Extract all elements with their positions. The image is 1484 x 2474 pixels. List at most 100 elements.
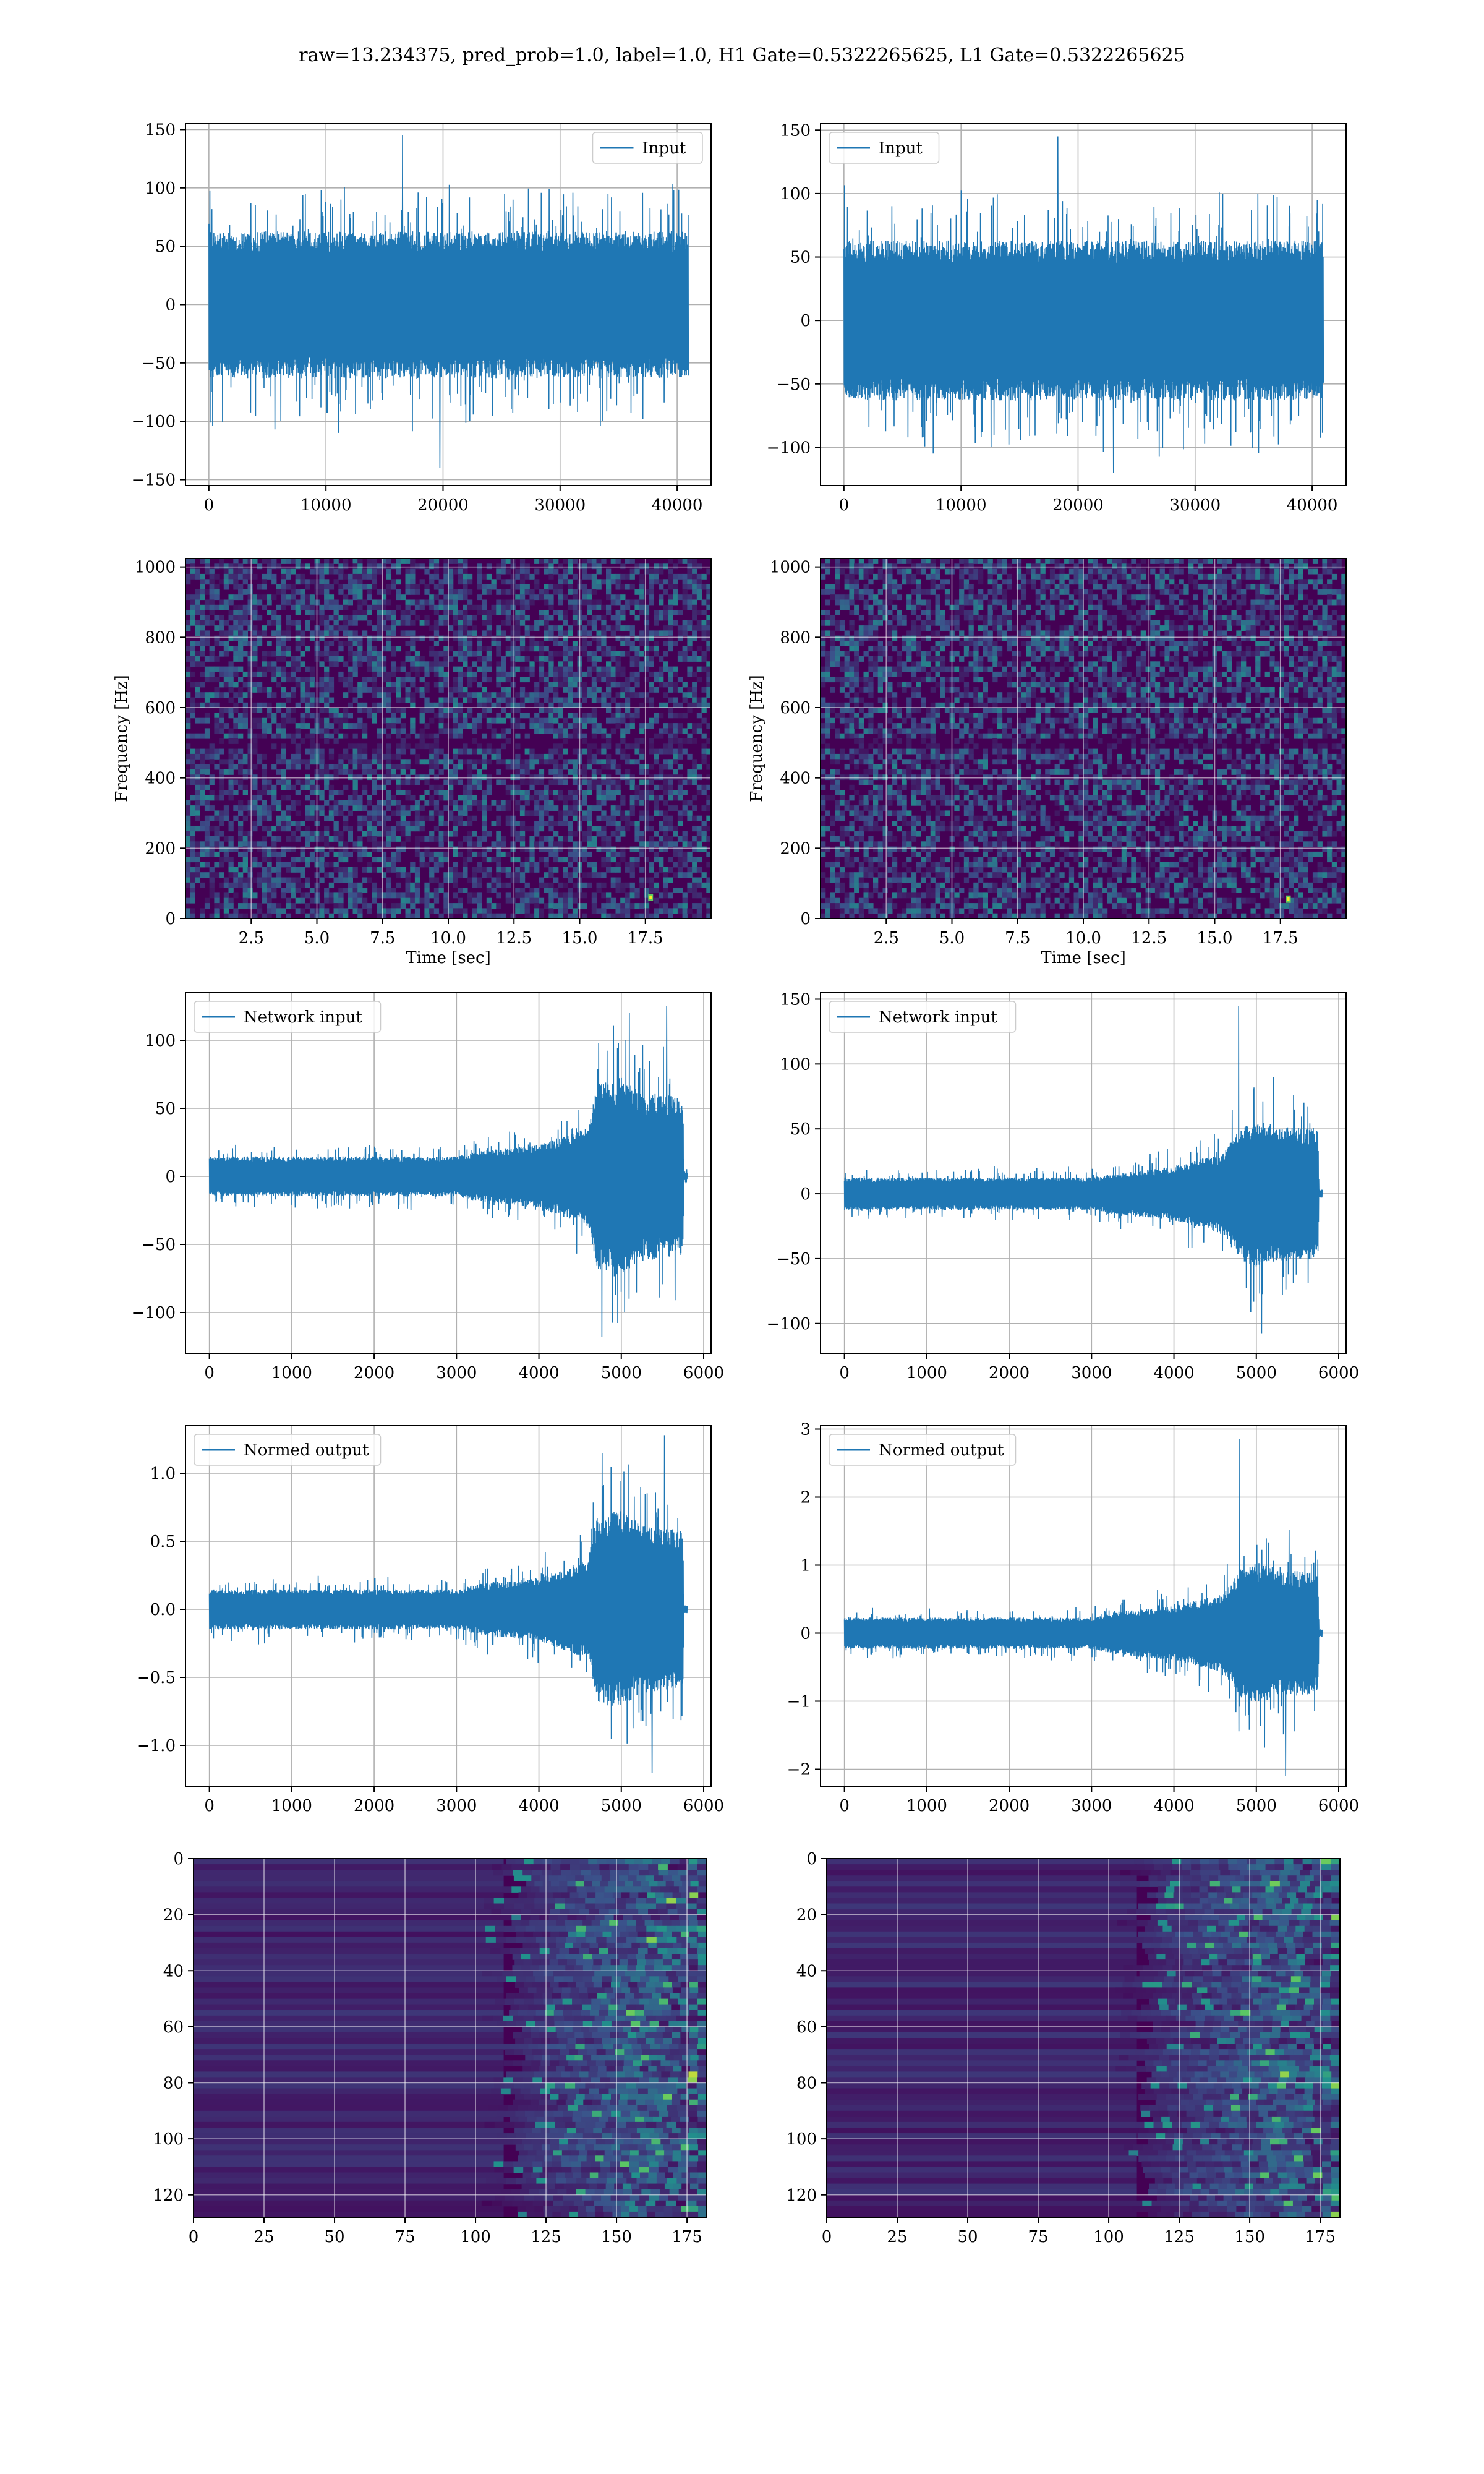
heatmap-cell — [223, 692, 229, 698]
heatmap-cell — [433, 851, 440, 857]
heatmap-cell — [654, 831, 659, 837]
heatmap-cell — [257, 599, 263, 606]
heatmap-cell — [252, 733, 258, 739]
heatmap-cell — [839, 831, 845, 837]
heatmap-cell — [223, 584, 229, 590]
heatmap-cell — [663, 728, 668, 734]
heatmap-cell — [396, 733, 401, 739]
heatmap-cell — [615, 656, 621, 662]
heatmap-cell — [629, 846, 635, 852]
heatmap-cell — [271, 717, 277, 724]
heatmap-cell — [854, 872, 859, 878]
heatmap-cell — [563, 728, 568, 734]
heatmap-cell — [209, 779, 215, 785]
heatmap-cell — [692, 882, 697, 888]
heatmap-cell — [443, 671, 449, 677]
heatmap-cell — [295, 759, 301, 765]
heatmap-cell — [414, 892, 420, 899]
heatmap-cell — [548, 913, 554, 919]
heatmap-cell — [396, 764, 401, 770]
heatmap-cell — [357, 882, 363, 888]
heatmap-cell — [242, 573, 248, 580]
heatmap-cell — [596, 615, 602, 621]
heatmap-cell — [553, 851, 559, 857]
heatmap-cell — [424, 682, 430, 688]
heatmap-cell — [663, 682, 668, 688]
heatmap-cell — [639, 882, 645, 888]
heatmap-cell — [625, 702, 631, 708]
heatmap-cell — [448, 697, 454, 703]
heatmap-cell — [582, 851, 587, 857]
heatmap-cell — [367, 769, 372, 775]
heatmap-cell — [472, 671, 477, 677]
heatmap-cell — [668, 641, 673, 646]
heatmap-cell — [276, 615, 282, 621]
heatmap-cell — [659, 563, 664, 570]
heatmap-cell — [291, 867, 296, 873]
heatmap-cell — [372, 682, 377, 688]
heatmap-cell — [443, 559, 449, 564]
heatmap-cell — [328, 733, 335, 739]
heatmap-cell — [677, 635, 683, 641]
heatmap-cell — [644, 661, 650, 667]
heatmap-cell — [343, 805, 349, 811]
heatmap-cell — [610, 877, 616, 883]
heatmap-cell — [228, 697, 234, 703]
heatmap-cell — [821, 641, 826, 646]
heatmap-cell — [357, 604, 363, 610]
heatmap-cell — [539, 805, 545, 811]
heatmap-cell — [821, 563, 826, 570]
heatmap-cell — [281, 687, 286, 693]
heatmap-cell — [515, 651, 521, 657]
heatmap-cell — [247, 841, 253, 847]
heatmap-cell — [644, 805, 650, 811]
heatmap-cell — [496, 682, 501, 688]
heatmap-cell — [433, 753, 440, 760]
heatmap-cell — [295, 579, 301, 585]
heatmap-cell — [372, 815, 377, 821]
heatmap-cell — [649, 764, 654, 770]
heatmap-cell — [419, 815, 425, 821]
heatmap-cell — [424, 851, 430, 857]
heatmap-cell — [539, 702, 545, 708]
heatmap-cell — [601, 846, 607, 852]
heatmap-cell — [606, 764, 612, 770]
heatmap-cell — [835, 625, 840, 631]
heatmap-cell — [453, 620, 458, 626]
heatmap-cell — [386, 733, 391, 739]
heatmap-cell — [515, 877, 521, 883]
heatmap-cell — [553, 733, 559, 739]
heatmap-cell — [214, 713, 220, 719]
heatmap-cell — [190, 867, 195, 873]
heatmap-cell — [639, 641, 645, 646]
heatmap-cell — [625, 651, 631, 657]
heatmap-cell — [443, 604, 449, 610]
heatmap-cell — [257, 841, 263, 847]
heatmap-cell — [606, 779, 612, 785]
heatmap-cell — [195, 610, 200, 615]
heatmap-cell — [195, 656, 200, 662]
heatmap-cell — [625, 815, 631, 821]
heatmap-cell — [276, 589, 282, 595]
heatmap-cell — [663, 651, 668, 657]
heatmap-cell — [663, 610, 668, 615]
heatmap-cell — [668, 573, 673, 580]
heatmap-cell — [529, 826, 535, 832]
heatmap-cell — [696, 867, 702, 873]
heatmap-cell — [582, 769, 587, 775]
heatmap-cell — [596, 568, 602, 575]
heatmap-cell — [486, 651, 492, 657]
heatmap-cell — [219, 651, 224, 657]
heatmap-cell — [267, 702, 272, 708]
heatmap-cell — [281, 748, 286, 755]
heatmap-cell — [844, 831, 850, 837]
heatmap-cell — [606, 702, 612, 708]
heatmap-cell — [214, 748, 220, 755]
heatmap-cell — [209, 888, 215, 893]
heatmap-cell — [214, 717, 220, 724]
heatmap-cell — [486, 784, 492, 790]
heatmap-cell — [821, 826, 826, 832]
heatmap-cell — [381, 615, 387, 621]
heatmap-cell — [386, 753, 391, 760]
heatmap-cell — [659, 867, 664, 873]
